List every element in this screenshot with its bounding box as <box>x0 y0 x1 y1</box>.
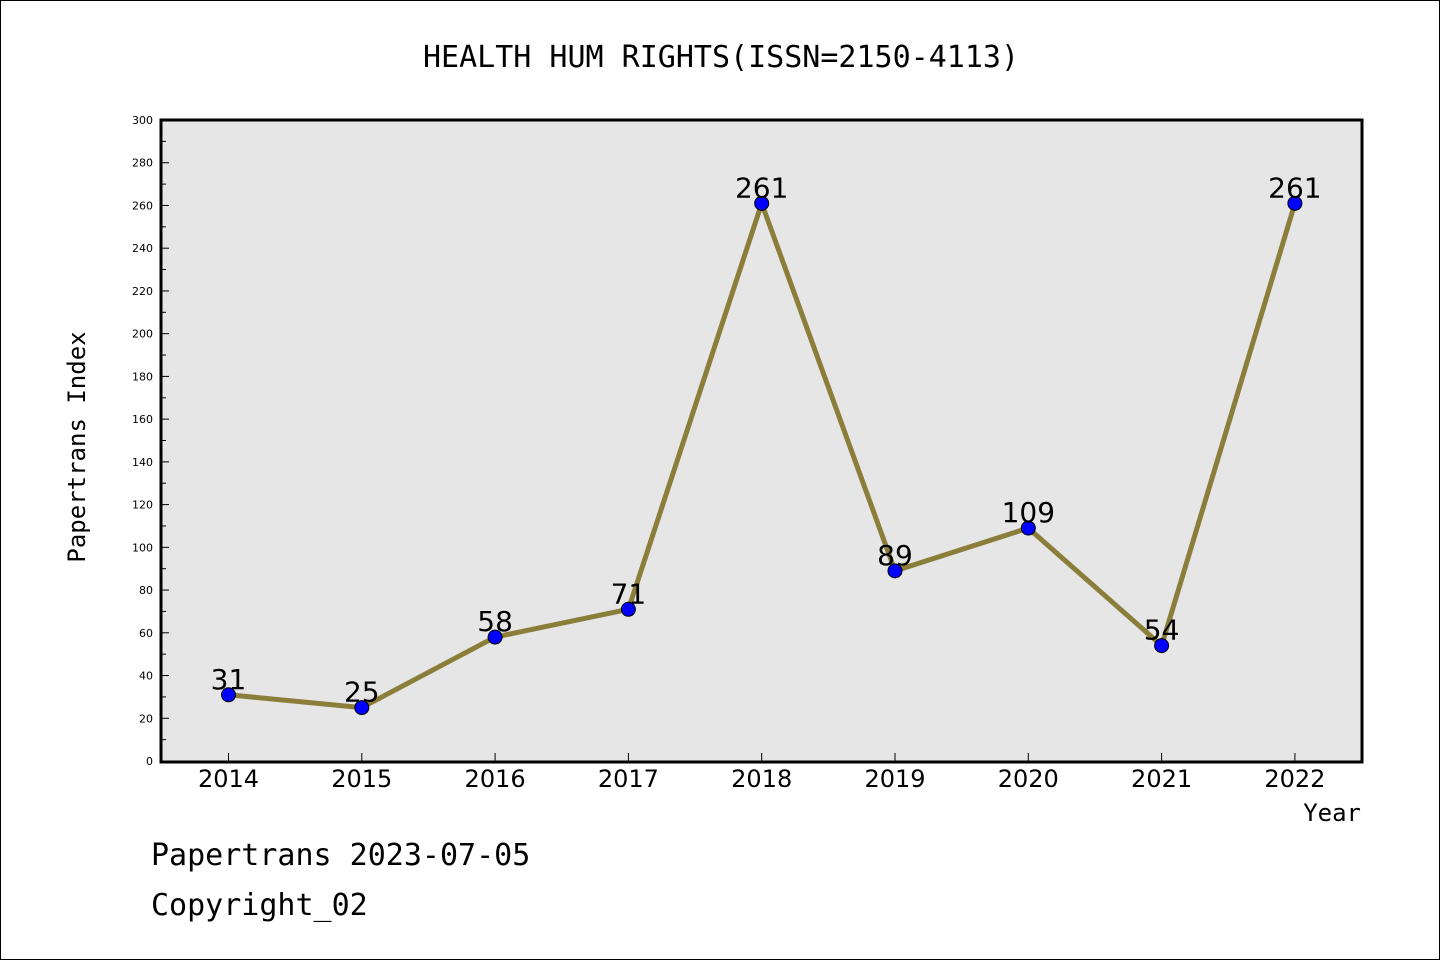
x-tick-label: 2018 <box>731 765 792 793</box>
y-tick-label: 40 <box>139 670 153 683</box>
x-tick-label: 2019 <box>864 765 925 793</box>
data-label: 109 <box>1002 496 1055 529</box>
y-tick-label: 200 <box>132 328 153 341</box>
y-tick-label: 240 <box>132 242 153 255</box>
data-point <box>1020 520 1036 536</box>
data-point <box>221 687 236 703</box>
x-tick-label: 2015 <box>331 765 392 793</box>
data-point <box>887 563 903 579</box>
data-label: 54 <box>1144 614 1180 647</box>
y-tick-label: 280 <box>132 157 153 170</box>
data-point <box>1154 638 1170 654</box>
x-tick-label: 2014 <box>198 765 259 793</box>
data-label: 261 <box>735 171 788 204</box>
data-label: 58 <box>477 605 513 638</box>
chart-title: HEALTH HUM RIGHTS(ISSN=2150-4113) <box>423 40 1019 75</box>
y-tick-label: 0 <box>146 755 153 768</box>
y-axis: 0 20 40 60 80 100 120 140 160 180 200 220 240 260 280 3… <box>132 114 169 768</box>
x-axis-label: Year <box>1303 799 1361 827</box>
y-tick-label: 120 <box>132 499 153 512</box>
y-tick-label: 60 <box>139 627 153 640</box>
data-point <box>354 700 370 716</box>
y-tick-label: 220 <box>132 285 153 298</box>
y-tick-label: 100 <box>132 541 153 554</box>
y-tick-label: 140 <box>132 456 153 469</box>
data-label: 89 <box>877 539 913 572</box>
y-tick-label: 260 <box>132 199 153 212</box>
y-tick-label: 20 <box>139 712 153 725</box>
x-tick-label: 2017 <box>598 765 659 793</box>
y-tick-label: 180 <box>132 370 153 383</box>
x-tick-label: 2021 <box>1131 765 1192 793</box>
footer-date: Papertrans 2023-07-05 <box>151 838 530 873</box>
data-point <box>620 601 636 617</box>
plot-area <box>159 118 1364 764</box>
data-label: 31 <box>211 663 247 696</box>
y-tick-label: 80 <box>139 584 153 597</box>
y-tick-label: 160 <box>132 413 153 426</box>
data-point <box>754 195 770 211</box>
x-axis: 2014 2015 2016 2017 2018 2019 2020 2021 2022 <box>198 753 1325 793</box>
data-label: 25 <box>344 676 380 709</box>
x-tick-label: 2022 <box>1264 765 1325 793</box>
data-label: 71 <box>611 577 647 610</box>
x-tick-label: 2016 <box>465 765 526 793</box>
y-tick-label: 300 <box>132 114 153 127</box>
footer-copyright: Copyright_02 <box>151 888 368 923</box>
data-point <box>1287 195 1303 211</box>
data-label: 261 <box>1268 171 1321 204</box>
data-point <box>487 629 503 645</box>
data-series: 31 25 58 71 261 89 109 54 261 <box>211 171 1322 716</box>
y-axis-label: Papertrans Index <box>63 331 91 562</box>
x-tick-label: 2020 <box>998 765 1059 793</box>
